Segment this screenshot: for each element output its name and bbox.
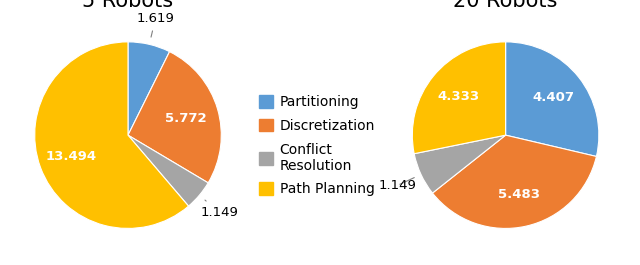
Text: 13.494: 13.494: [45, 150, 97, 163]
Wedge shape: [433, 135, 596, 228]
Text: 1.149: 1.149: [378, 178, 416, 192]
Text: 1.619: 1.619: [136, 12, 174, 37]
Text: 5.483: 5.483: [498, 188, 540, 201]
Wedge shape: [128, 52, 221, 183]
Wedge shape: [128, 42, 170, 135]
Wedge shape: [128, 135, 208, 206]
Wedge shape: [412, 42, 506, 154]
Wedge shape: [35, 42, 189, 228]
Text: 4.333: 4.333: [438, 90, 480, 103]
Text: 1.149: 1.149: [200, 200, 238, 219]
Text: 5.772: 5.772: [165, 112, 207, 125]
Text: 4.407: 4.407: [532, 91, 574, 104]
Wedge shape: [414, 135, 506, 193]
Title: 5 Robots: 5 Robots: [83, 0, 173, 11]
Title: 20 Robots: 20 Robots: [453, 0, 558, 11]
Wedge shape: [506, 42, 599, 156]
Legend: Partitioning, Discretization, Conflict
Resolution, Path Planning: Partitioning, Discretization, Conflict R…: [255, 91, 379, 201]
